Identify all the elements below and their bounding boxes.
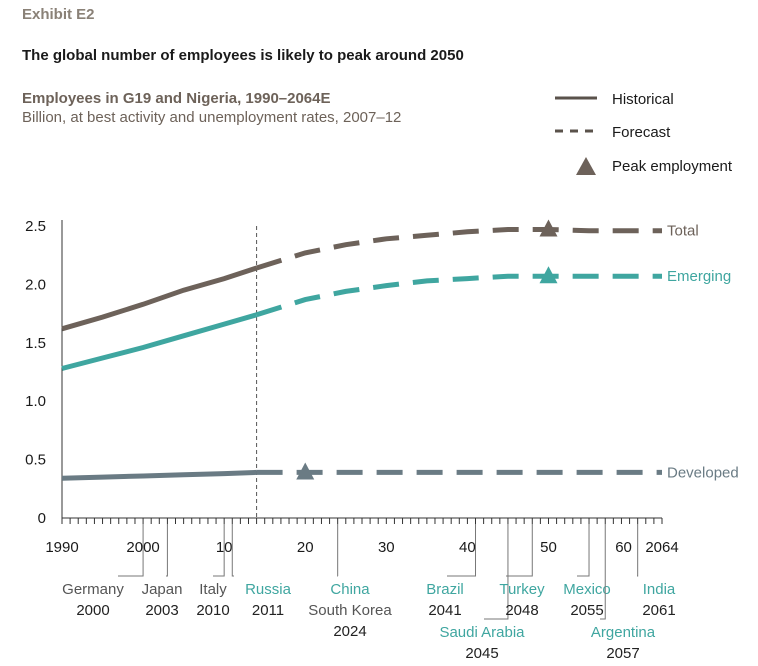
annotation-connector	[600, 524, 606, 620]
headline: The global number of employees is likely…	[22, 47, 464, 64]
series-total-peak-marker	[539, 219, 558, 237]
series-total-historical-line	[61, 265, 258, 332]
annotation-country: South Korea	[308, 602, 392, 619]
series-emerging-forecast-line	[255, 273, 662, 318]
x-tick-label: 60	[615, 539, 632, 556]
annotation-connector	[506, 524, 533, 577]
annotation-year: 2003	[145, 602, 178, 619]
annotation-country: India	[643, 581, 676, 598]
annotation-connector	[118, 524, 144, 577]
annotation-connector	[577, 524, 590, 577]
series-emerging-peak-marker	[539, 266, 558, 284]
annotation-year: 2010	[196, 602, 229, 619]
annotation-country: Germany	[62, 581, 124, 598]
annotation-country: Saudi Arabia	[439, 624, 525, 641]
annotation-connector	[231, 524, 234, 577]
y-tick-label: 2.5	[25, 218, 46, 235]
series-developed-peak-marker	[296, 462, 315, 480]
annotation-connector	[484, 524, 509, 620]
legend-peak-triangle-icon	[576, 157, 596, 175]
legend-forecast-label: Forecast	[612, 124, 671, 141]
series-emerging-end-label: Emerging	[667, 268, 731, 285]
legend: Historical Forecast Peak employment	[555, 91, 733, 175]
annotation-connector	[637, 524, 639, 577]
series-total-forecast-line	[255, 227, 662, 271]
chart-title: Employees in G19 and Nigeria, 1990–2064E	[22, 90, 331, 107]
y-tick-label: 0	[38, 510, 46, 527]
annotation-country: Argentina	[591, 624, 656, 641]
x-tick-label: 30	[378, 539, 395, 556]
annotation-year: 2055	[570, 602, 603, 619]
series-emerging-historical-line	[61, 312, 258, 371]
annotation-year: 2024	[333, 623, 366, 640]
annotation-connector	[447, 524, 477, 577]
annotation-connector	[166, 524, 168, 577]
legend-peak-label: Peak employment	[612, 158, 733, 175]
series-developed-end-label: Developed	[667, 464, 739, 481]
x-tick-label: 40	[459, 539, 476, 556]
annotation-country: Turkey	[499, 581, 545, 598]
annotation-country: Japan	[142, 581, 183, 598]
annotation-connector	[213, 524, 225, 577]
annotation-country: Brazil	[426, 581, 464, 598]
y-tick-label: 1.0	[25, 393, 46, 410]
x-tick-label: 1990	[45, 539, 78, 556]
x-tick-label: 20	[297, 539, 314, 556]
annotation-year: 2041	[428, 602, 461, 619]
annotation-year: 2011	[252, 602, 284, 619]
y-tick-label: 0.5	[25, 452, 46, 469]
legend-historical-label: Historical	[612, 91, 674, 108]
chart-subtitle: Billion, at best activity and unemployme…	[22, 109, 402, 126]
annotation-country: Italy	[199, 581, 227, 598]
annotation-year: 2057	[606, 645, 639, 662]
y-tick-label: 2.0	[25, 276, 46, 293]
series-total-end-label: Total	[667, 223, 699, 240]
y-tick-label: 1.5	[25, 335, 46, 352]
x-tick-label: 2064	[645, 539, 678, 556]
annotation-country: China	[330, 581, 370, 598]
series-developed-historical-line	[61, 469, 257, 481]
annotation-year: 2048	[505, 602, 538, 619]
annotation-country: Russia	[245, 581, 292, 598]
annotation-year: 2061	[642, 602, 675, 619]
annotation-year: 2045	[465, 645, 498, 662]
x-tick-label: 50	[540, 539, 557, 556]
annotation-year: 2000	[76, 602, 109, 619]
exhibit-label: Exhibit E2	[22, 6, 95, 23]
annotation-country: Mexico	[563, 581, 611, 598]
